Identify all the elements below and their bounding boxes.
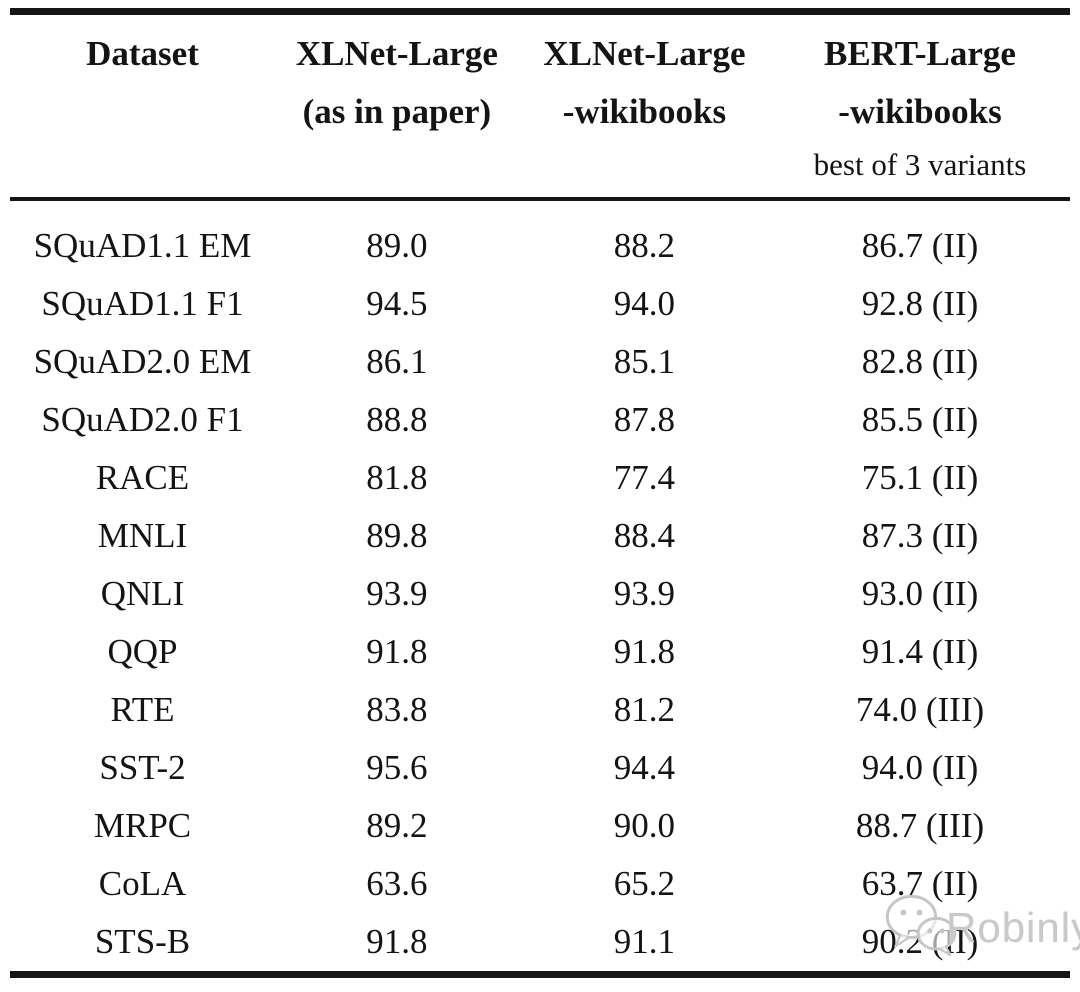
xlnet-wikibooks-cell: 94.4: [613, 748, 676, 787]
table-row: RACE 81.8 77.4 75.1 (II): [10, 449, 1070, 507]
dataset-cell: STS-B: [94, 922, 191, 961]
xlnet-wikibooks-cell: 87.8: [613, 400, 676, 439]
table-row: RTE 83.8 81.2 74.0 (III): [10, 681, 1070, 739]
bert-wikibooks-cell: 86.7 (II): [861, 226, 979, 265]
dataset-cell: RACE: [95, 458, 190, 497]
bert-wikibooks-cell: 75.1 (II): [861, 458, 979, 497]
bert-wikibooks-cell: 94.0 (II): [861, 748, 979, 787]
table-row: QNLI 93.9 93.9 93.0 (II): [10, 565, 1070, 623]
bert-wikibooks-cell: 88.7 (III): [855, 806, 985, 845]
dataset-cell: SQuAD1.1 EM: [33, 226, 252, 265]
xlnet-paper-cell: 95.6: [366, 748, 428, 787]
xlnet-wikibooks-cell: 88.4: [613, 516, 676, 555]
xlnet-wikibooks-cell: 94.0: [613, 284, 676, 323]
xlnet-wikibooks-cell: 93.9: [613, 574, 676, 613]
dataset-cell: SQuAD2.0 F1: [41, 400, 244, 439]
dataset-cell: MNLI: [97, 516, 188, 555]
header-label: -wikibooks: [562, 92, 727, 131]
dataset-cell: SST-2: [99, 748, 186, 787]
xlnet-wikibooks-cell: 85.1: [613, 342, 676, 381]
bert-wikibooks-cell: 85.5 (II): [861, 400, 979, 439]
dataset-cell: CoLA: [98, 864, 187, 903]
bert-wikibooks-cell: 90.2 (II): [861, 922, 979, 961]
table-row: SQuAD1.1 F1 94.5 94.0 92.8 (II): [10, 275, 1070, 333]
table-row: MRPC 89.2 90.0 88.7 (III): [10, 797, 1070, 855]
xlnet-paper-cell: 81.8: [366, 458, 428, 497]
header-subnote: best of 3 variants: [813, 147, 1027, 182]
xlnet-paper-cell: 91.8: [366, 922, 428, 961]
xlnet-wikibooks-cell: 65.2: [613, 864, 676, 903]
table-row: SQuAD2.0 F1 88.8 87.8 85.5 (II): [10, 391, 1070, 449]
xlnet-wikibooks-cell: 91.1: [613, 922, 676, 961]
header-label: XLNet-Large: [295, 34, 498, 73]
xlnet-wikibooks-cell: 81.2: [613, 690, 676, 729]
header-col-xlnet-paper: XLNet-Large (as in paper): [275, 25, 519, 189]
xlnet-paper-cell: 63.6: [366, 864, 428, 903]
dataset-cell: QNLI: [100, 574, 185, 613]
dataset-cell: QQP: [107, 632, 178, 671]
table-row: CoLA 63.6 65.2 63.7 (II): [10, 855, 1070, 913]
header-col-bert-wikibooks: BERT-Large -wikibooks best of 3 variants: [770, 25, 1070, 189]
xlnet-paper-cell: 86.1: [366, 342, 428, 381]
table-body: SQuAD1.1 EM 89.0 88.2 86.7 (II) SQuAD1.1…: [10, 201, 1070, 971]
xlnet-paper-cell: 88.8: [366, 400, 428, 439]
table-row: MNLI 89.8 88.4 87.3 (II): [10, 507, 1070, 565]
xlnet-wikibooks-cell: 77.4: [613, 458, 676, 497]
bottom-rule: [10, 971, 1070, 978]
bert-wikibooks-cell: 93.0 (II): [861, 574, 979, 613]
top-rule: [10, 8, 1070, 15]
dataset-cell: RTE: [110, 690, 175, 729]
xlnet-paper-cell: 83.8: [366, 690, 428, 729]
xlnet-paper-cell: 89.2: [366, 806, 428, 845]
results-table: Dataset XLNet-Large (as in paper) XLNet-…: [10, 8, 1070, 978]
bert-wikibooks-cell: 63.7 (II): [861, 864, 979, 903]
header-label: BERT-Large: [824, 34, 1016, 73]
dataset-cell: SQuAD1.1 F1: [41, 284, 244, 323]
header-col-dataset: Dataset: [10, 25, 275, 189]
xlnet-paper-cell: 91.8: [366, 632, 428, 671]
xlnet-wikibooks-cell: 88.2: [613, 226, 676, 265]
xlnet-wikibooks-cell: 91.8: [613, 632, 676, 671]
table-row: STS-B 91.8 91.1 90.2 (II): [10, 913, 1070, 971]
dataset-cell: MRPC: [93, 806, 192, 845]
header-col-xlnet-wikibooks: XLNet-Large -wikibooks: [519, 25, 770, 189]
header-label: XLNet-Large: [543, 34, 746, 73]
xlnet-paper-cell: 94.5: [366, 284, 428, 323]
table-row: SQuAD1.1 EM 89.0 88.2 86.7 (II): [10, 217, 1070, 275]
xlnet-paper-cell: 93.9: [366, 574, 428, 613]
bert-wikibooks-cell: 82.8 (II): [861, 342, 979, 381]
header-label: (as in paper): [302, 92, 492, 131]
xlnet-paper-cell: 89.8: [366, 516, 428, 555]
bert-wikibooks-cell: 91.4 (II): [861, 632, 979, 671]
dataset-cell: SQuAD2.0 EM: [33, 342, 252, 381]
table-row: SST-2 95.6 94.4 94.0 (II): [10, 739, 1070, 797]
header-label: -wikibooks: [838, 92, 1002, 131]
bert-wikibooks-cell: 74.0 (III): [855, 690, 985, 729]
table-header: Dataset XLNet-Large (as in paper) XLNet-…: [10, 15, 1070, 189]
bert-wikibooks-cell: 87.3 (II): [861, 516, 979, 555]
table-row: SQuAD2.0 EM 86.1 85.1 82.8 (II): [10, 333, 1070, 391]
bert-wikibooks-cell: 92.8 (II): [861, 284, 979, 323]
header-label: Dataset: [86, 34, 199, 73]
table-row: QQP 91.8 91.8 91.4 (II): [10, 623, 1070, 681]
xlnet-paper-cell: 89.0: [366, 226, 428, 265]
mid-rule: [10, 197, 1070, 201]
xlnet-wikibooks-cell: 90.0: [613, 806, 676, 845]
